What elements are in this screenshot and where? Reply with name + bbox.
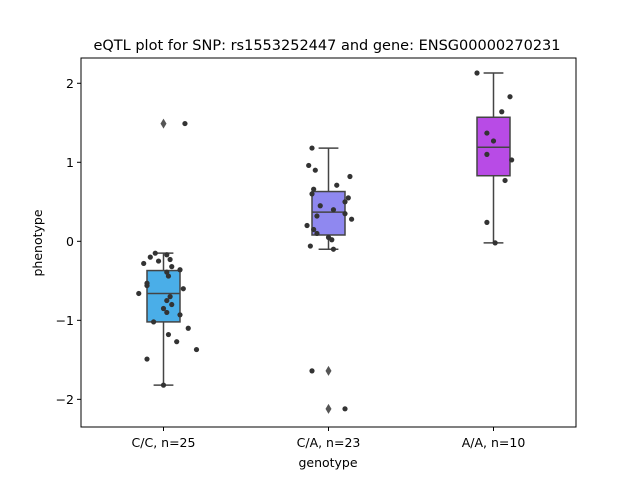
- x-tick-label: C/A, n=23: [297, 435, 361, 450]
- chart-title: eQTL plot for SNP: rs1553252447 and gene…: [93, 38, 560, 54]
- data-point: [167, 256, 173, 263]
- data-point: [165, 331, 172, 338]
- data-point: [193, 346, 200, 353]
- data-point: [492, 240, 498, 246]
- data-point: [484, 219, 490, 225]
- x-tick-label: A/A, n=10: [462, 435, 526, 450]
- data-point: [312, 167, 318, 173]
- data-point: [342, 406, 348, 412]
- data-point: [342, 211, 348, 217]
- data-point: [330, 207, 337, 213]
- data-point: [484, 130, 490, 136]
- y-tick-label: −1: [56, 313, 74, 328]
- data-point: [499, 109, 505, 115]
- x-tick-label: C/C, n=25: [132, 435, 196, 450]
- data-point: [309, 145, 315, 151]
- x-axis-ticks: C/C, n=25 C/A, n=23 A/A, n=10: [132, 427, 526, 450]
- data-point: [311, 186, 317, 192]
- strip-points: [136, 70, 515, 412]
- data-point: [180, 286, 186, 292]
- data-point: [174, 339, 180, 345]
- x-axis-label: genotype: [298, 455, 357, 470]
- data-point: [164, 252, 170, 258]
- data-point: [334, 182, 340, 188]
- data-point: [307, 243, 313, 249]
- data-point: [309, 368, 315, 374]
- data-point: [342, 199, 348, 205]
- data-point: [309, 191, 315, 197]
- y-tick-label: 0: [66, 234, 74, 249]
- data-point: [314, 230, 320, 237]
- box-group: [146, 72, 511, 414]
- box-3-iqr-rect: [476, 116, 511, 177]
- data-point: [165, 273, 172, 279]
- data-point: [330, 246, 337, 252]
- data-point: [329, 237, 335, 243]
- data-point: [177, 312, 183, 318]
- data-point: [304, 222, 310, 229]
- data-point: [144, 356, 150, 362]
- data-point: [164, 309, 170, 316]
- data-point: [167, 294, 173, 300]
- data-point: [349, 216, 355, 222]
- data-point: [155, 258, 162, 264]
- y-axis-label: phenotype: [30, 209, 45, 276]
- data-point: [314, 213, 320, 219]
- data-point: [141, 260, 147, 267]
- data-point: [164, 269, 170, 275]
- y-axis-ticks: 2 1 0 −1 −2: [56, 76, 81, 407]
- data-point: [509, 157, 515, 163]
- data-point: [311, 226, 317, 233]
- data-point: [160, 382, 167, 388]
- data-point: [136, 290, 142, 297]
- box-2-iqr-rect: [311, 190, 346, 236]
- data-point: [347, 173, 353, 180]
- data-point: [169, 301, 175, 308]
- y-tick-label: 2: [66, 76, 74, 91]
- data-point: [160, 305, 167, 312]
- data-point: [490, 138, 497, 144]
- box-2-outlier-2: [325, 403, 332, 414]
- data-point: [474, 70, 480, 76]
- y-tick-label: 1: [66, 155, 74, 170]
- data-point: [185, 325, 191, 331]
- data-point: [151, 319, 157, 325]
- data-point: [177, 267, 183, 273]
- data-point: [306, 162, 312, 169]
- data-point: [164, 297, 170, 304]
- data-point: [144, 282, 150, 289]
- data-point: [169, 263, 175, 270]
- data-point: [317, 203, 323, 209]
- data-point: [507, 94, 513, 100]
- box-1-outlier-1: [160, 118, 167, 129]
- box-2-outlier-1: [325, 365, 332, 376]
- data-point: [147, 254, 153, 260]
- data-point: [484, 151, 490, 157]
- data-point: [345, 195, 351, 201]
- data-point: [502, 177, 508, 184]
- y-tick-label: −2: [56, 392, 74, 407]
- box-1-iqr-rect: [146, 269, 181, 323]
- data-point: [182, 120, 188, 127]
- data-point: [152, 250, 158, 256]
